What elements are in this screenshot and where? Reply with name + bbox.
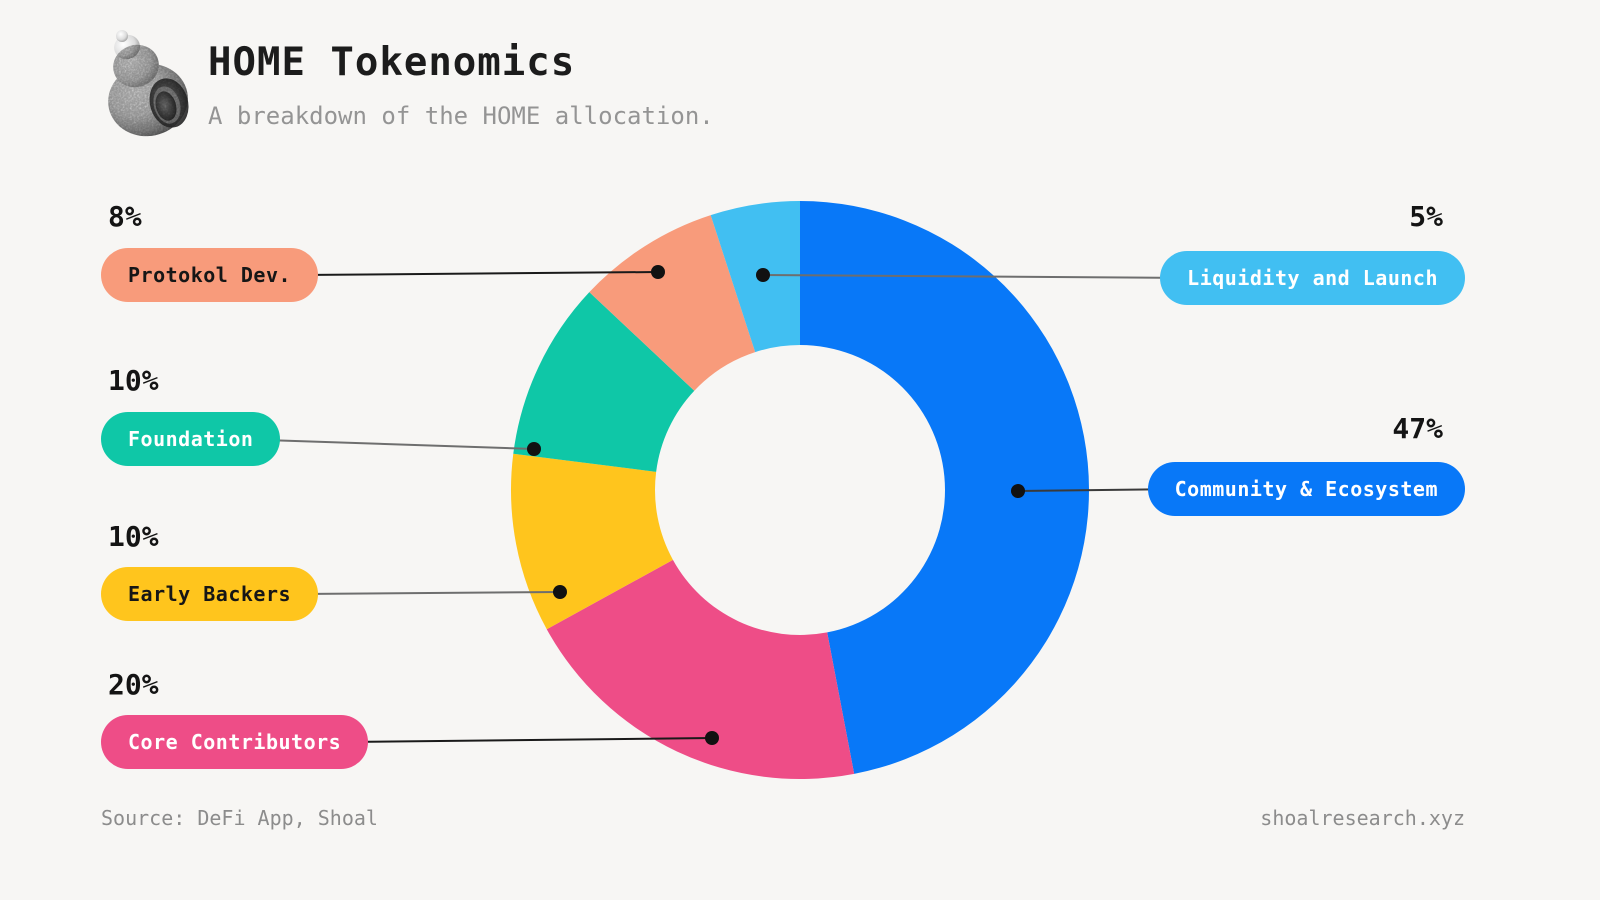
website-note: shoalresearch.xyz	[1260, 806, 1465, 830]
leader-line-protokol-dev	[299, 271, 659, 276]
percent-label-core-contributors: 20%	[108, 668, 159, 701]
badge-core-contributors: Core Contributors	[101, 715, 369, 769]
leader-dot-foundation	[527, 442, 541, 456]
leader-dot-core-contributors	[705, 731, 719, 745]
percent-label-protokol-dev: 8%	[108, 200, 142, 233]
badge-protokol-dev: Protokol Dev.	[101, 248, 319, 302]
leader-line-foundation	[264, 439, 535, 450]
badge-community-ecosystem: Community & Ecosystem	[1147, 462, 1465, 516]
slice-foundation	[513, 292, 695, 472]
source-note: Source: DeFi App, Shoal	[101, 806, 378, 830]
leader-dot-community-ecosystem	[1011, 484, 1025, 498]
leader-line-core-contributors	[344, 737, 713, 743]
shell-icon	[108, 30, 189, 137]
slice-early-backers	[511, 453, 673, 630]
percent-label-early-backers: 10%	[108, 520, 159, 553]
leader-line-liquidity-launch	[762, 274, 1193, 279]
page-title: HOME Tokenomics	[208, 40, 576, 85]
slice-protokol-dev	[589, 215, 756, 391]
leader-dot-early-backers	[553, 585, 567, 599]
leader-line-early-backers	[299, 591, 561, 595]
percent-label-liquidity-launch: 5%	[1409, 200, 1443, 233]
badge-foundation: Foundation	[101, 412, 281, 466]
percent-label-foundation: 10%	[108, 364, 159, 397]
badge-liquidity-launch: Liquidity and Launch	[1160, 251, 1465, 305]
leader-dot-protokol-dev	[651, 265, 665, 279]
badge-early-backers: Early Backers	[101, 567, 319, 621]
slice-liquidity-launch	[710, 201, 800, 353]
slice-core-contributors	[546, 559, 855, 780]
page-subtitle: A breakdown of the HOME allocation.	[208, 102, 714, 130]
leader-dot-liquidity-launch	[756, 268, 770, 282]
percent-label-community-ecosystem: 47%	[1392, 412, 1443, 445]
slice-community-ecosystem	[800, 201, 1090, 774]
